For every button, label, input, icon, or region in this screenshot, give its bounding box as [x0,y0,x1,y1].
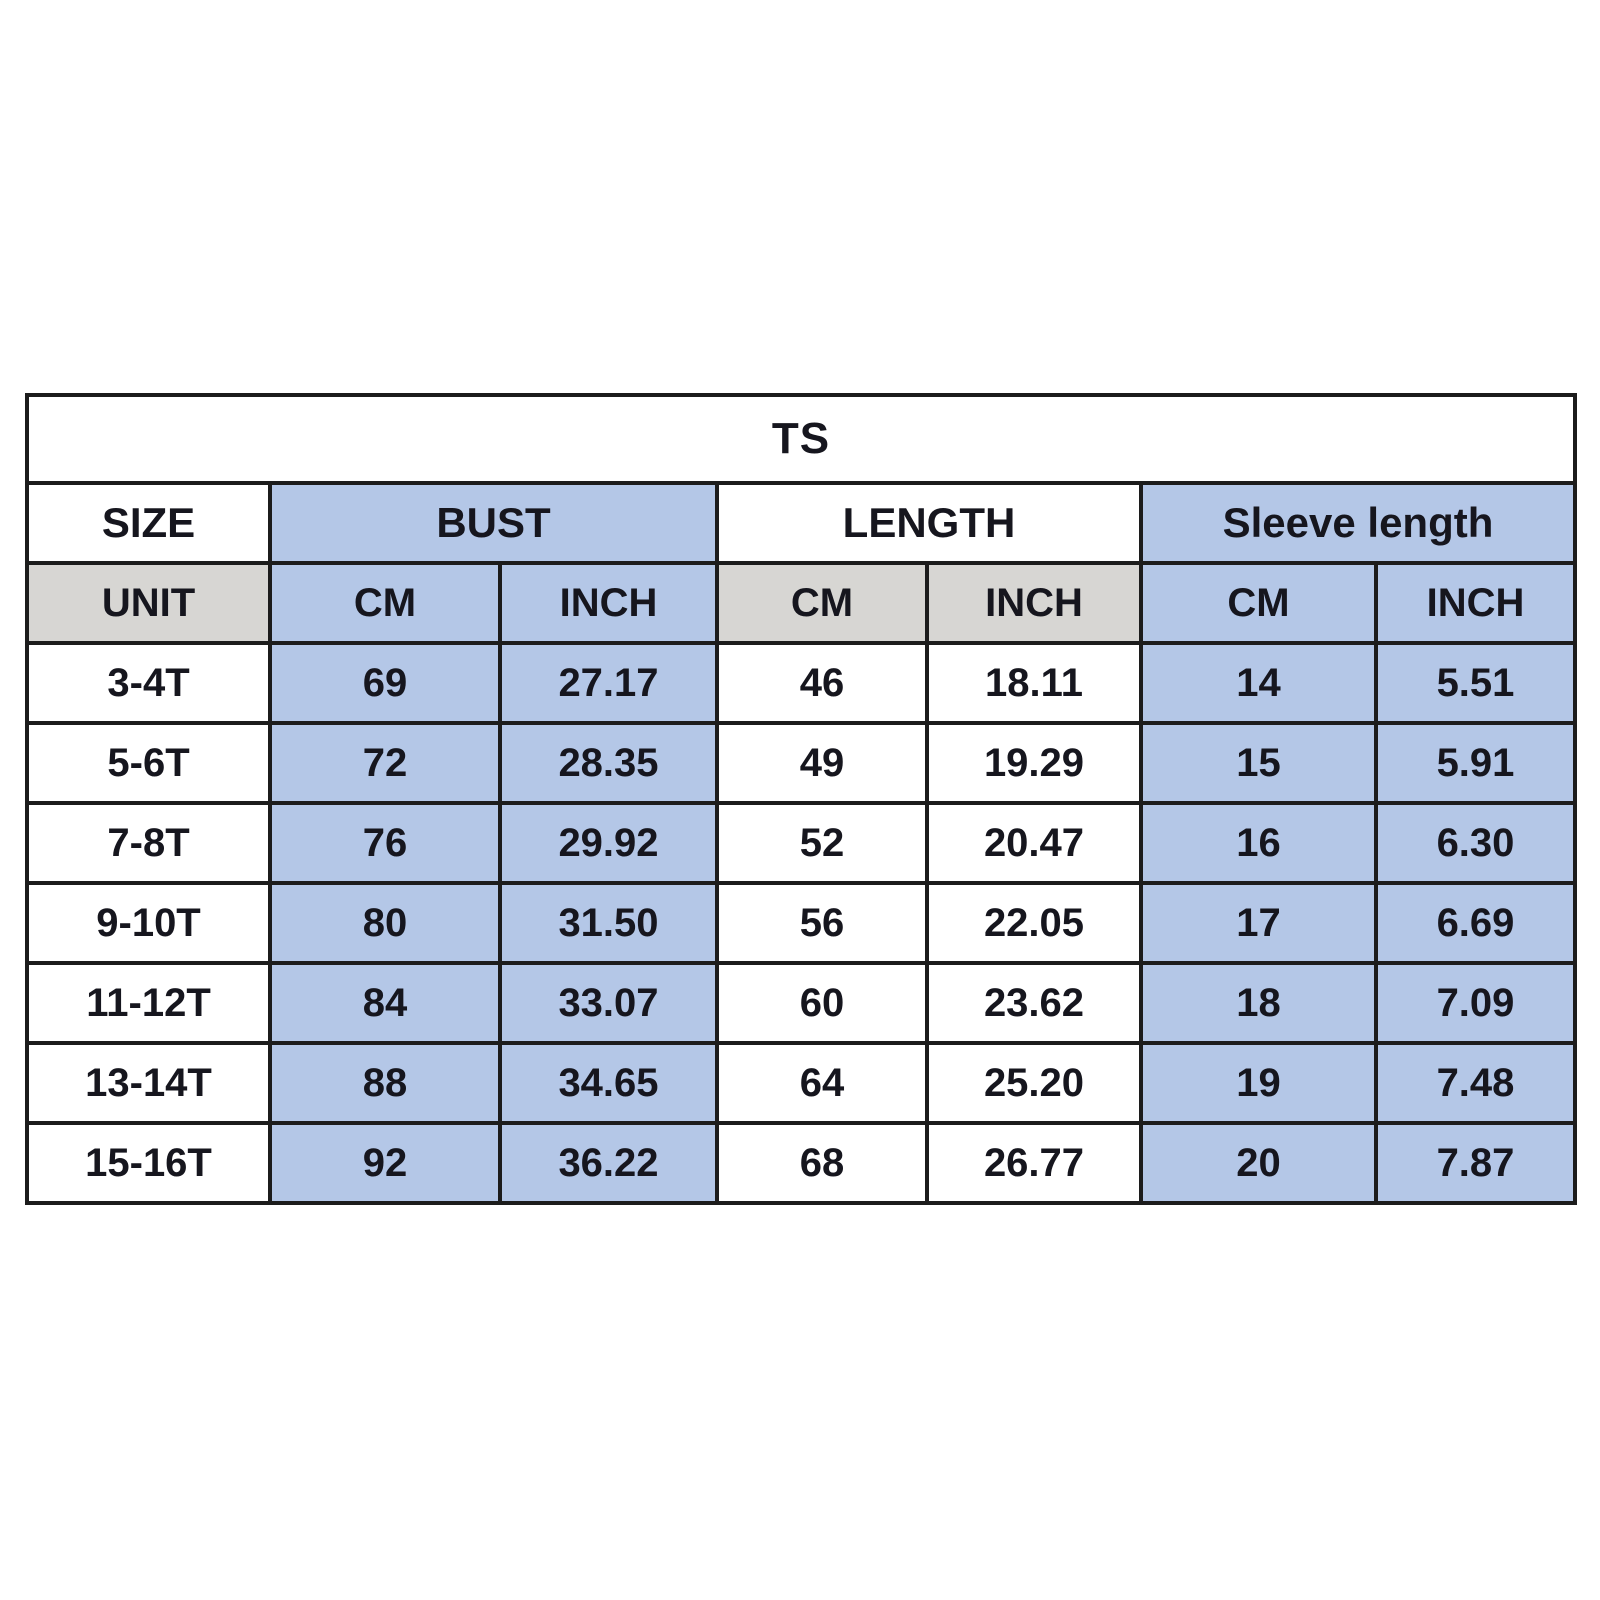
table-title: TS [25,393,1577,485]
length-inch-header: INCH [925,561,1143,645]
bust-cm-value: 69 [268,641,502,725]
sleeve-cm-value: 14 [1139,641,1378,725]
sleeve-inch-header: INCH [1374,561,1577,645]
length-inch-value: 20.47 [925,801,1143,885]
length-inch-value: 25.20 [925,1041,1143,1125]
bust-cm-value: 76 [268,801,502,885]
table-row-15-16t: 15-16T 92 36.22 68 26.77 20 7.87 [25,1121,1577,1205]
sleeve-length-group-header: Sleeve length [1139,481,1577,565]
bust-inch-value: 27.17 [498,641,719,725]
bust-inch-header: INCH [498,561,719,645]
sleeve-inch-value: 7.09 [1374,961,1577,1045]
sleeve-inch-value: 5.91 [1374,721,1577,805]
bust-group-header: BUST [268,481,719,565]
unit-header: UNIT [25,561,272,645]
length-cm-value: 46 [715,641,929,725]
unit-header-row: UNIT CM INCH CM INCH CM INCH [25,561,1577,645]
length-inch-value: 22.05 [925,881,1143,965]
table-row-5-6t: 5-6T 72 28.35 49 19.29 15 5.91 [25,721,1577,805]
length-cm-value: 52 [715,801,929,885]
length-cm-header: CM [715,561,929,645]
size-label: 11-12T [25,961,272,1045]
table-row-9-10t: 9-10T 80 31.50 56 22.05 17 6.69 [25,881,1577,965]
bust-inch-value: 36.22 [498,1121,719,1205]
size-group-header: SIZE [25,481,272,565]
size-label: 9-10T [25,881,272,965]
bust-inch-value: 34.65 [498,1041,719,1125]
sleeve-inch-value: 7.87 [1374,1121,1577,1205]
length-inch-value: 19.29 [925,721,1143,805]
bust-cm-value: 80 [268,881,502,965]
table-row-13-14t: 13-14T 88 34.65 64 25.20 19 7.48 [25,1041,1577,1125]
table-row-3-4t: 3-4T 69 27.17 46 18.11 14 5.51 [25,641,1577,725]
sleeve-cm-value: 18 [1139,961,1378,1045]
sleeve-inch-value: 5.51 [1374,641,1577,725]
sleeve-cm-value: 16 [1139,801,1378,885]
bust-inch-value: 33.07 [498,961,719,1045]
length-inch-value: 18.11 [925,641,1143,725]
sleeve-inch-value: 6.69 [1374,881,1577,965]
size-label: 7-8T [25,801,272,885]
size-label: 15-16T [25,1121,272,1205]
size-label: 5-6T [25,721,272,805]
title-row: TS [25,393,1577,485]
length-cm-value: 56 [715,881,929,965]
bust-inch-value: 29.92 [498,801,719,885]
bust-inch-value: 28.35 [498,721,719,805]
size-chart-table: TS SIZE BUST LENGTH Sleeve length UNIT C… [25,393,1577,1205]
bust-cm-value: 72 [268,721,502,805]
length-cm-value: 68 [715,1121,929,1205]
column-group-header-row: SIZE BUST LENGTH Sleeve length [25,481,1577,565]
sleeve-cm-value: 20 [1139,1121,1378,1205]
table-row-7-8t: 7-8T 76 29.92 52 20.47 16 6.30 [25,801,1577,885]
length-cm-value: 64 [715,1041,929,1125]
length-cm-value: 49 [715,721,929,805]
table-row-11-12t: 11-12T 84 33.07 60 23.62 18 7.09 [25,961,1577,1045]
sleeve-cm-value: 15 [1139,721,1378,805]
bust-cm-value: 88 [268,1041,502,1125]
size-label: 13-14T [25,1041,272,1125]
sleeve-cm-header: CM [1139,561,1378,645]
bust-cm-header: CM [268,561,502,645]
sleeve-inch-value: 6.30 [1374,801,1577,885]
length-inch-value: 23.62 [925,961,1143,1045]
sleeve-inch-value: 7.48 [1374,1041,1577,1125]
sleeve-cm-value: 19 [1139,1041,1378,1125]
bust-cm-value: 92 [268,1121,502,1205]
sleeve-cm-value: 17 [1139,881,1378,965]
length-group-header: LENGTH [715,481,1143,565]
length-cm-value: 60 [715,961,929,1045]
bust-cm-value: 84 [268,961,502,1045]
bust-inch-value: 31.50 [498,881,719,965]
length-inch-value: 26.77 [925,1121,1143,1205]
size-label: 3-4T [25,641,272,725]
